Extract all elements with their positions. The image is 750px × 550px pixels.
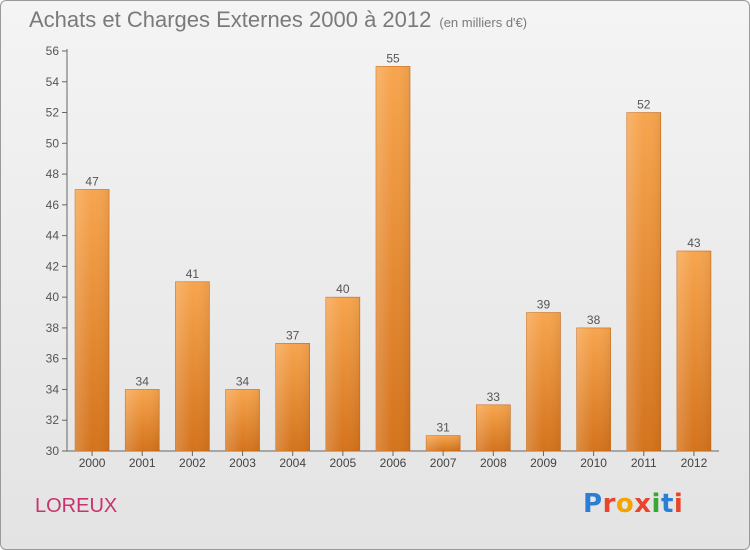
chart-subtitle: (en milliers d'€): [439, 15, 528, 30]
proxiti-logo[interactable]: Proxiti: [583, 489, 683, 519]
axes: 30 32 34 36 38 40 42 44 46 48 50 52 54 56 2000 2001 2002…: [46, 44, 719, 470]
data-label: 31: [436, 421, 450, 435]
y-tick-label: 48: [46, 167, 60, 181]
bar-shine-2002: [175, 281, 210, 451]
bar-shine-2008: [476, 404, 511, 451]
logo-letter: r: [602, 489, 616, 519]
bar-shine-2000: [75, 189, 110, 451]
logo-letter: i: [651, 489, 661, 519]
chart-title-text: Achats et Charges Externes 2000 à 2012: [29, 7, 432, 32]
data-label: 37: [286, 328, 300, 342]
x-tick-label: 2008: [480, 456, 507, 470]
x-tick-label: 2011: [631, 456, 657, 470]
data-label: 38: [587, 313, 601, 327]
x-tick-label: 2005: [329, 456, 356, 470]
y-tick-label: 50: [46, 136, 60, 150]
bar-shine-2001: [125, 389, 160, 451]
data-label: 34: [236, 374, 250, 388]
chart-title: Achats et Charges Externes 2000 à 2012 (e…: [29, 7, 527, 33]
bar-shine-2004: [275, 343, 310, 451]
x-tick-label: 2010: [580, 456, 607, 470]
y-tick-label: 36: [46, 352, 60, 366]
y-tick-label: 38: [46, 321, 60, 335]
y-tick-label: 54: [46, 75, 60, 89]
y-tick-label: 46: [46, 198, 60, 212]
y-tick-label: 52: [46, 106, 60, 120]
x-tick-label: 2003: [229, 456, 256, 470]
data-label: 39: [537, 298, 551, 312]
logo-letter: t: [660, 489, 674, 519]
bar-shine-2010: [576, 327, 611, 451]
x-tick-label: 2012: [681, 456, 708, 470]
y-tick-label: 42: [46, 259, 60, 273]
bar-shine-2011: [626, 112, 661, 452]
data-label: 55: [386, 51, 400, 65]
y-tick-label: 40: [46, 290, 60, 304]
data-label: 43: [687, 236, 701, 250]
logo-letter: x: [634, 489, 652, 519]
bars: [74, 66, 712, 452]
data-label: 41: [186, 267, 200, 281]
x-tick-label: 2006: [380, 456, 407, 470]
bar-shine-2005: [325, 297, 360, 451]
x-tick-label: 2004: [279, 456, 306, 470]
data-label: 40: [336, 282, 350, 296]
bar-shine-2009: [526, 312, 561, 451]
place-name: LOREUX: [35, 495, 118, 517]
x-tick-label: 2007: [430, 456, 457, 470]
data-label: 33: [487, 390, 501, 404]
y-tick-label: 32: [46, 413, 60, 427]
x-tick-label: 2009: [530, 456, 557, 470]
x-tick-label: 2002: [179, 456, 206, 470]
logo-letter: i: [673, 489, 684, 519]
bar-shine-2007: [426, 435, 461, 451]
data-labels: 47 34 41 34 37 40 55 31 33 39 38 52 43: [85, 51, 701, 434]
bar-shine-2012: [676, 251, 711, 451]
logo-letter: P: [583, 489, 603, 519]
data-label: 34: [136, 374, 150, 388]
y-tick-label: 44: [46, 229, 60, 243]
bar-shine-2003: [225, 389, 260, 451]
y-tick-label: 30: [46, 444, 60, 458]
data-label: 47: [85, 174, 99, 188]
x-tick-label: 2001: [129, 456, 156, 470]
y-tick-label: 56: [46, 44, 60, 58]
logo-letter: o: [615, 489, 635, 519]
y-tick-label: 34: [46, 382, 60, 396]
data-label: 52: [637, 98, 651, 112]
x-tick-label: 2000: [79, 456, 106, 470]
bar-shine-2006: [376, 66, 410, 451]
